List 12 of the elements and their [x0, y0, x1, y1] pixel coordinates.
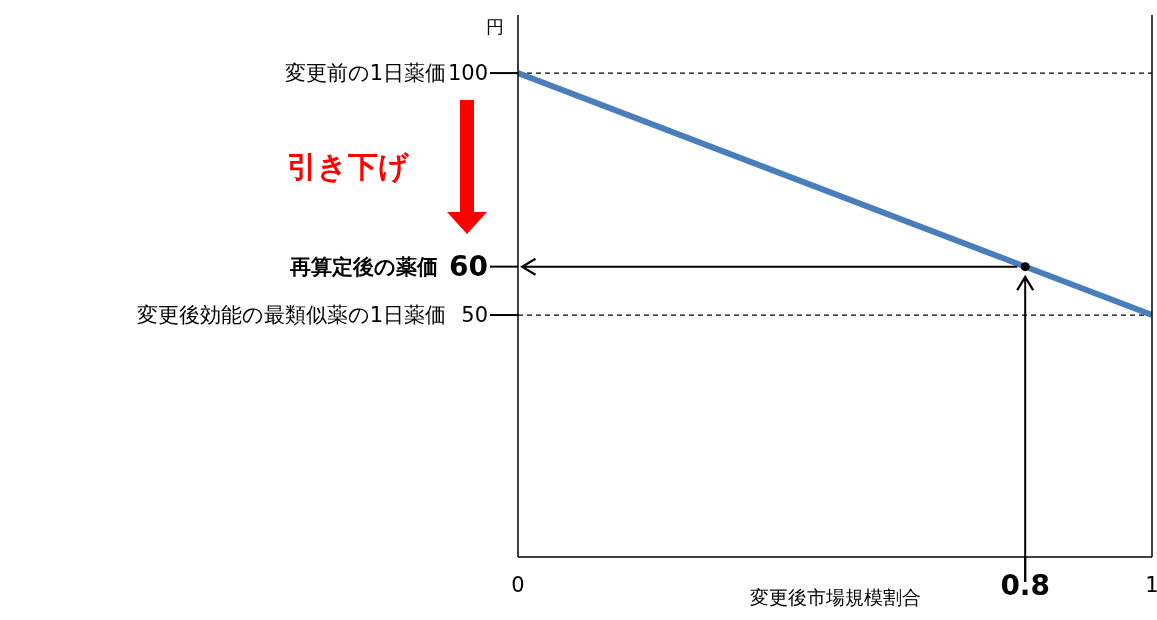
- text: 変更後効能の最類似薬の1日薬価: [136, 303, 446, 328]
- x-tick-label: 1: [1145, 573, 1157, 597]
- y-axis-title: 円: [486, 16, 504, 37]
- x-tick-label: 0.8: [1000, 568, 1050, 602]
- y-tick-label: 100: [447, 61, 488, 86]
- x-axis-title: 変更後市場規模割合: [749, 586, 921, 608]
- text: 再算定後の薬価: [289, 254, 438, 279]
- text: 変更前の1日薬価: [284, 61, 446, 86]
- text: 引き下げ: [287, 148, 410, 184]
- y-tick-label: 50: [461, 303, 488, 328]
- x-tick-label: 0: [511, 573, 525, 597]
- y-tick-label: 60: [449, 250, 488, 284]
